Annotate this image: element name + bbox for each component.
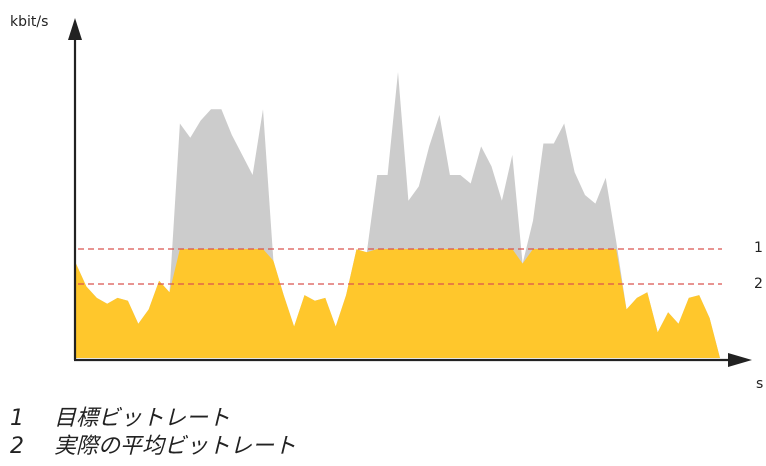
- x-axis-label: s: [756, 376, 764, 392]
- y-axis-arrow: [68, 18, 82, 40]
- legend-item-target-bitrate: 1 目標ビットレート: [10, 400, 230, 432]
- legend-number: 1: [10, 406, 24, 431]
- actual-bitrate-area: [76, 249, 720, 358]
- legend-text: 実際の平均ビットレート: [54, 434, 297, 459]
- bitrate-diagram: [68, 18, 752, 367]
- legend-number: 2: [10, 434, 24, 459]
- legend-item-average-bitrate: 2 実際の平均ビットレート: [10, 428, 296, 460]
- reference-label-2: 2: [754, 276, 763, 292]
- reference-label-1: 1: [754, 240, 763, 256]
- x-axis-arrow: [728, 353, 752, 367]
- legend-text: 目標ビットレート: [54, 406, 231, 431]
- y-axis-label: kbit/s: [10, 14, 49, 30]
